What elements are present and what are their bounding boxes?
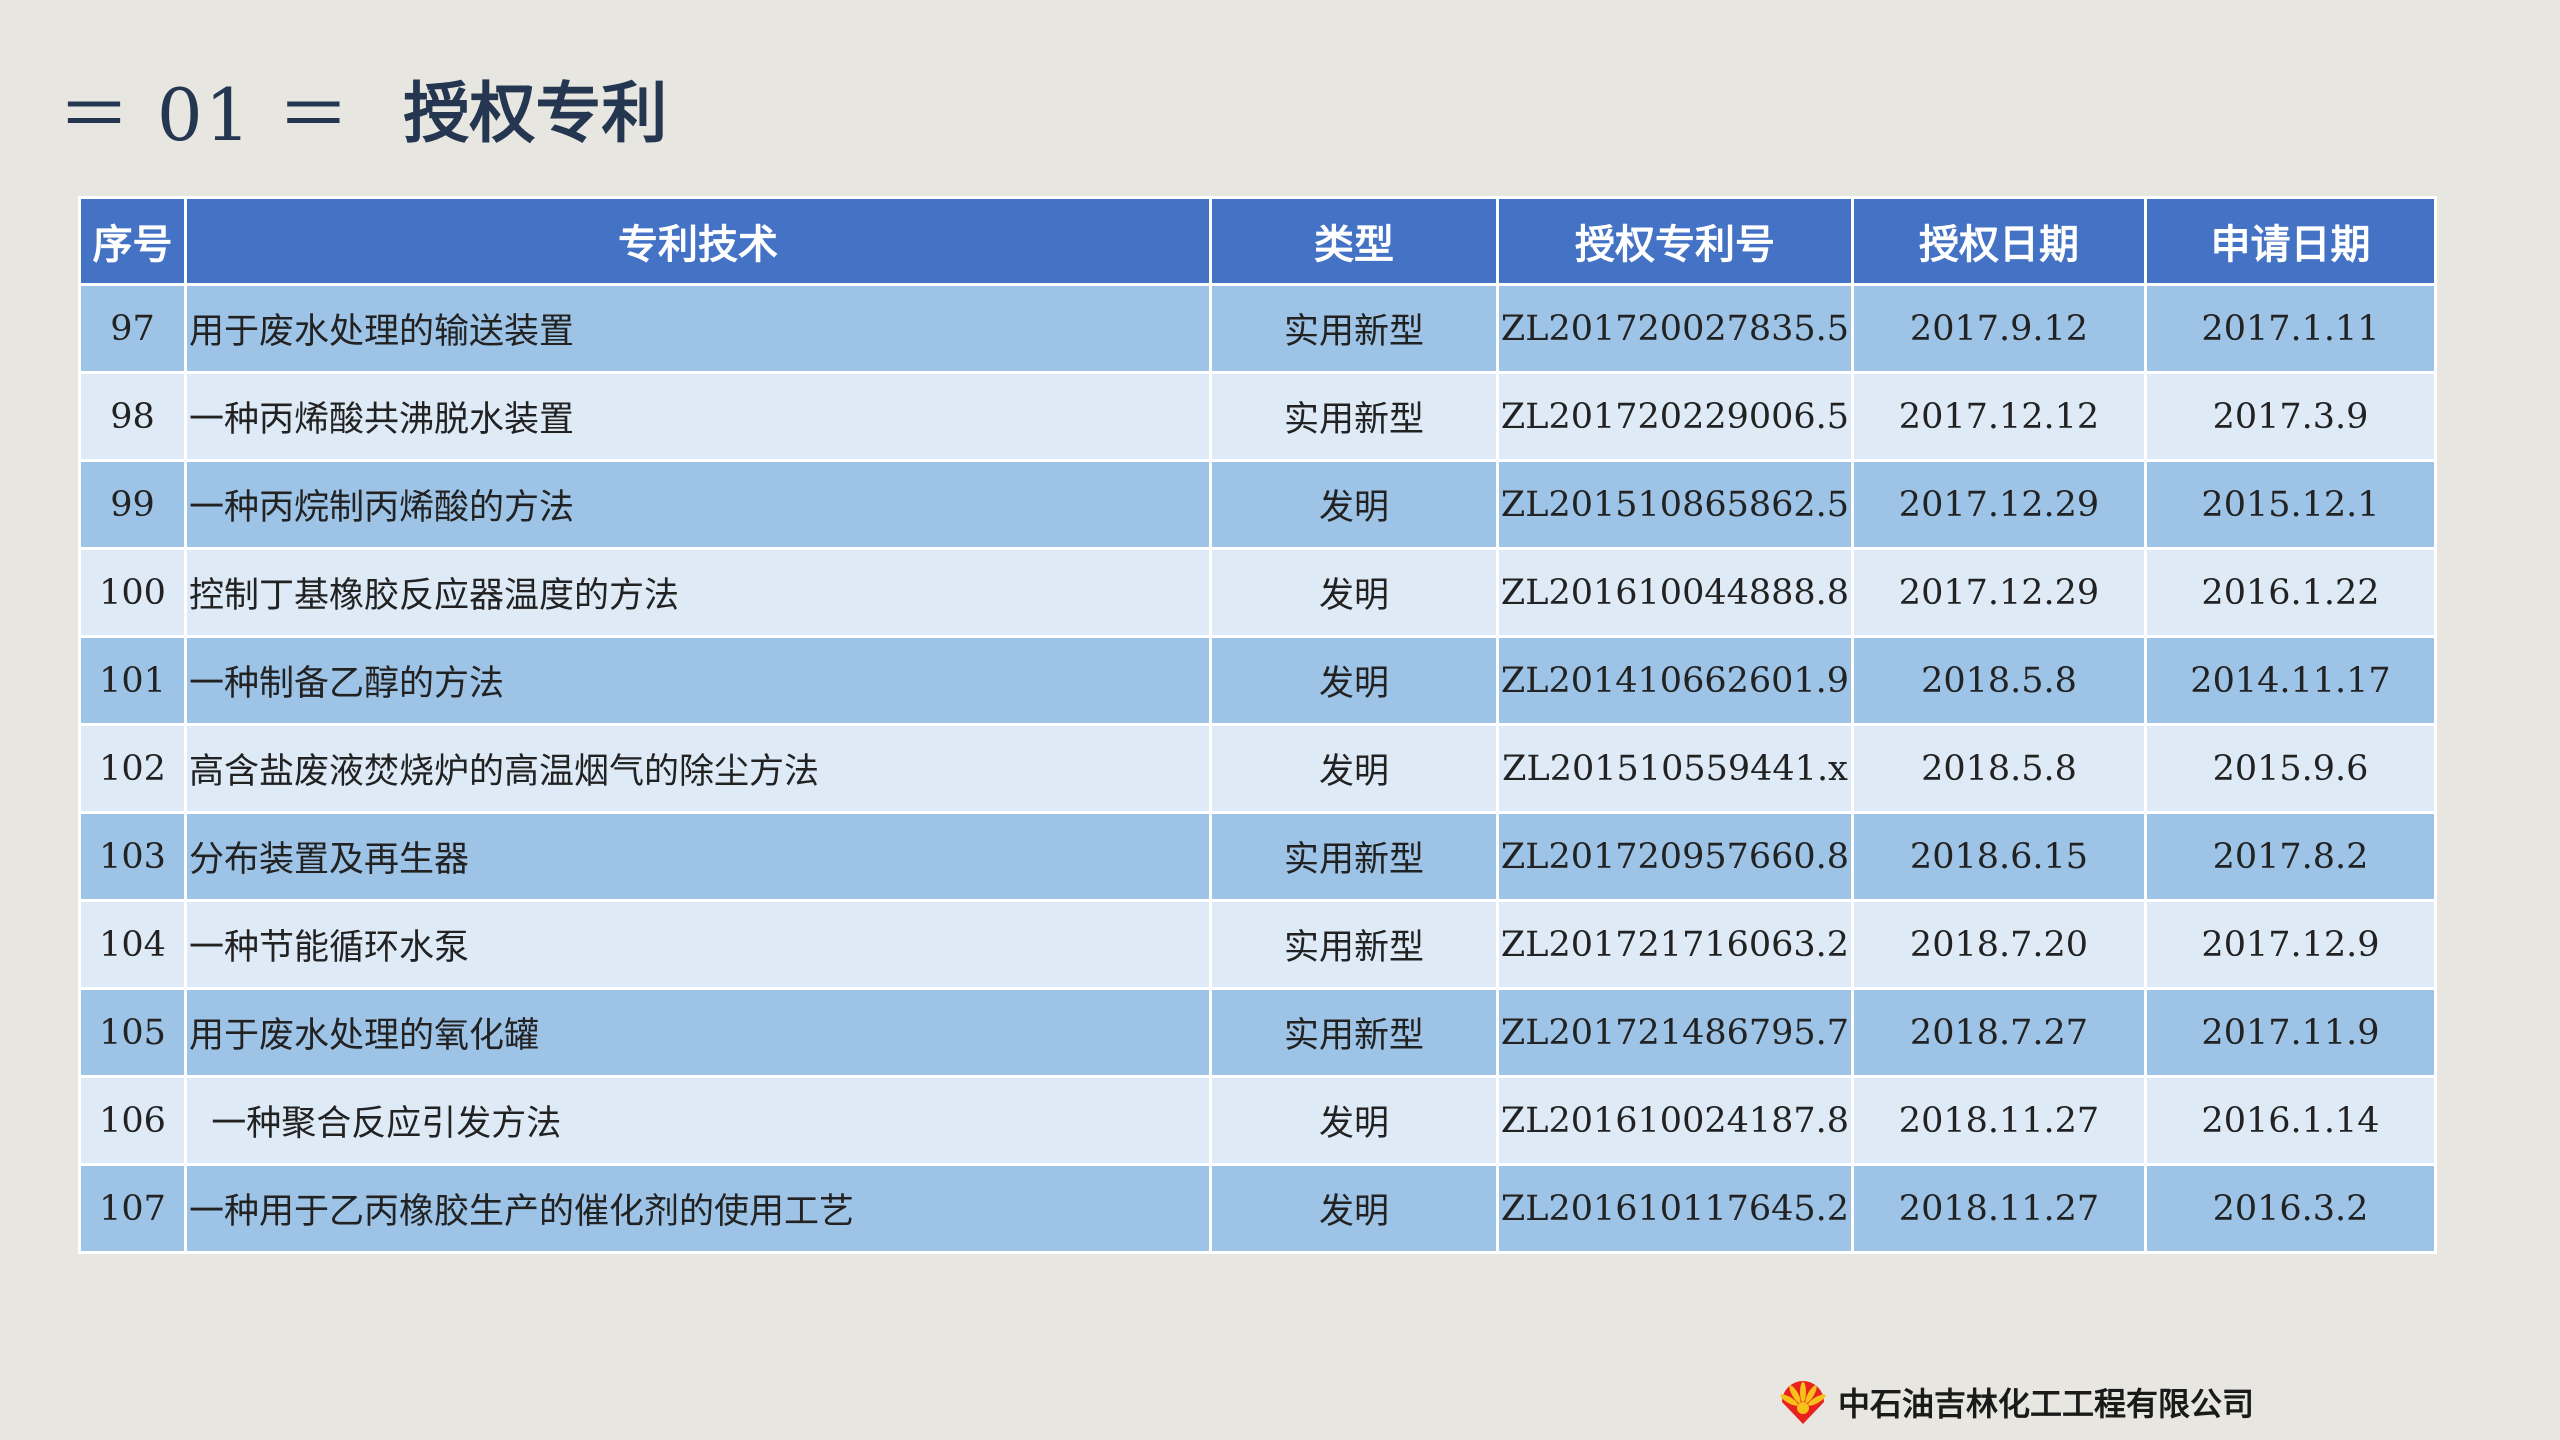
section-title: 授权专利 [403,75,668,152]
grant-date-cell: 2018.5.8 [1851,635,2147,726]
grant-date-cell: 2018.7.27 [1851,987,2147,1078]
company-name: 中石油吉林化工工程有限公司 [1838,1385,2255,1423]
page-title: ＝ 01 ＝ 授权专利 [58,58,667,158]
grant-date-cell: 2017.9.12 [1851,283,2147,374]
patent-number-cell: ZL201720957660.8 [1496,811,1854,902]
patent-name-cell: 分布装置及再生器 [184,811,1212,902]
row-number-cell: 99 [78,459,187,550]
patent-table: 序号 专利技术 类型 授权专利号 授权日期 申请日期 97 用于废水处理的输送装置… [78,196,2437,1254]
grant-date-cell: 2018.5.8 [1851,723,2147,814]
row-number-cell: 104 [78,899,187,990]
patent-number-cell: ZL201610044888.8 [1496,547,1854,638]
grant-date-cell: 2017.12.29 [1851,459,2147,550]
row-number-cell: 97 [78,283,187,374]
table-row: 102 高含盐废液焚烧炉的高温烟气的除尘方法 发明 ZL201510559441.x 2… [78,723,2437,814]
table-row: 100 控制丁基橡胶反应器温度的方法 发明 ZL201610044888.8 2017.… [78,547,2437,638]
patent-name-cell: 一种节能循环水泵 [184,899,1212,990]
patent-name-cell: 一种制备乙醇的方法 [184,635,1212,726]
row-number-cell: 103 [78,811,187,902]
grant-date-cell: 2018.6.15 [1851,811,2147,902]
patent-number-cell: ZL201720027835.5 [1496,283,1854,374]
patent-type-cell: 发明 [1209,1163,1499,1254]
row-number-cell: 100 [78,547,187,638]
patent-number-cell: ZL201721716063.2 [1496,899,1854,990]
table-body: 97 用于废水处理的输送装置 实用新型 ZL201720027835.5 2017.9.… [78,283,2437,1254]
patent-name-cell: 高含盐废液焚烧炉的高温烟气的除尘方法 [184,723,1212,814]
patent-name-cell: 一种丙烯酸共沸脱水装置 [184,371,1212,462]
patent-type-cell: 发明 [1209,635,1499,726]
table-row: 98 一种丙烯酸共沸脱水装置 实用新型 ZL201720229006.5 2017.12… [78,371,2437,462]
column-header-name: 专利技术 [184,196,1212,286]
patent-type-cell: 发明 [1209,459,1499,550]
apply-date-cell: 2016.3.2 [2144,1163,2437,1254]
column-header-no: 序号 [78,196,187,286]
row-number-cell: 107 [78,1163,187,1254]
apply-date-cell: 2015.12.1 [2144,459,2437,550]
patent-number-cell: ZL201510559441.x [1496,723,1854,814]
patent-number-cell: ZL201721486795.7 [1496,987,1854,1078]
patent-type-cell: 实用新型 [1209,811,1499,902]
patent-type-cell: 实用新型 [1209,283,1499,374]
patent-number-cell: ZL201510865862.5 [1496,459,1854,550]
apply-date-cell: 2017.12.9 [2144,899,2437,990]
row-number-cell: 98 [78,371,187,462]
patent-name-cell: 用于废水处理的输送装置 [184,283,1212,374]
patent-number-cell: ZL201610024187.8 [1496,1075,1854,1166]
row-number-cell: 102 [78,723,187,814]
patent-number-cell: ZL201610117645.2 [1496,1163,1854,1254]
grant-date-cell: 2018.11.27 [1851,1075,2147,1166]
patent-name-cell: 用于废水处理的氧化罐 [184,987,1212,1078]
patent-type-cell: 实用新型 [1209,899,1499,990]
column-header-type: 类型 [1209,196,1499,286]
patent-type-cell: 发明 [1209,723,1499,814]
table-row: 106 一种聚合反应引发方法 发明 ZL201610024187.8 2018.11.… [78,1075,2437,1166]
row-number-cell: 101 [78,635,187,726]
column-header-patent-no: 授权专利号 [1496,196,1854,286]
patent-table-container: 序号 专利技术 类型 授权专利号 授权日期 申请日期 97 用于废水处理的输送装置… [78,196,2437,1254]
row-number-cell: 106 [78,1075,187,1166]
table-row: 99 一种丙烷制丙烯酸的方法 发明 ZL201510865862.5 2017.12.2… [78,459,2437,550]
grant-date-cell: 2017.12.29 [1851,547,2147,638]
patent-type-cell: 发明 [1209,547,1499,638]
patent-number-cell: ZL201720229006.5 [1496,371,1854,462]
patent-number-cell: ZL201410662601.9 [1496,635,1854,726]
table-row: 101 一种制备乙醇的方法 发明 ZL201410662601.9 2018.5.8 20… [78,635,2437,726]
table-row: 97 用于废水处理的输送装置 实用新型 ZL201720027835.5 2017.9.… [78,283,2437,374]
row-number-cell: 105 [78,987,187,1078]
apply-date-cell: 2017.11.9 [2144,987,2437,1078]
patent-type-cell: 实用新型 [1209,371,1499,462]
apply-date-cell: 2017.3.9 [2144,371,2437,462]
apply-date-cell: 2015.9.6 [2144,723,2437,814]
section-number: ＝ 01 ＝ [58,72,352,157]
column-header-grant-date: 授权日期 [1851,196,2147,286]
grant-date-cell: 2018.7.20 [1851,899,2147,990]
grant-date-cell: 2018.11.27 [1851,1163,2147,1254]
apply-date-cell: 2017.1.11 [2144,283,2437,374]
patent-name-cell: 一种聚合反应引发方法 [184,1075,1212,1166]
apply-date-cell: 2017.8.2 [2144,811,2437,902]
table-row: 103 分布装置及再生器 实用新型 ZL201720957660.8 2018.6.15… [78,811,2437,902]
patent-type-cell: 发明 [1209,1075,1499,1166]
apply-date-cell: 2014.11.17 [2144,635,2437,726]
patent-name-cell: 一种用于乙丙橡胶生产的催化剂的使用工艺 [184,1163,1212,1254]
table-row: 107 一种用于乙丙橡胶生产的催化剂的使用工艺 发明 ZL201610117645.2… [78,1163,2437,1254]
apply-date-cell: 2016.1.22 [2144,547,2437,638]
company-logo: 中石油吉林化工工程有限公司 [1778,1378,2254,1426]
patent-name-cell: 一种丙烷制丙烯酸的方法 [184,459,1212,550]
grant-date-cell: 2017.12.12 [1851,371,2147,462]
table-row: 104 一种节能循环水泵 实用新型 ZL201721716063.2 2018.7.20… [78,899,2437,990]
petrochina-logo-icon [1780,1381,1826,1424]
table-row: 105 用于废水处理的氧化罐 实用新型 ZL201721486795.7 2018.7.… [78,987,2437,1078]
column-header-apply-date: 申请日期 [2144,196,2437,286]
table-header-row: 序号 专利技术 类型 授权专利号 授权日期 申请日期 [78,196,2437,286]
patent-name-cell: 控制丁基橡胶反应器温度的方法 [184,547,1212,638]
apply-date-cell: 2016.1.14 [2144,1075,2437,1166]
patent-type-cell: 实用新型 [1209,987,1499,1078]
